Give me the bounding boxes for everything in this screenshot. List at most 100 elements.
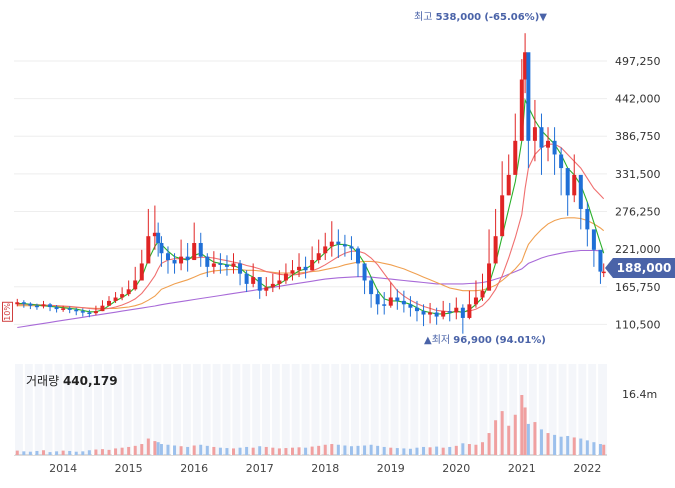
x-tick-label: 2015: [115, 462, 143, 475]
volume-bar: [290, 447, 294, 455]
volume-bar: [539, 429, 543, 455]
volume-bar: [186, 446, 190, 455]
volume-bar: [156, 442, 160, 455]
candle-body: [388, 297, 393, 306]
candle-body: [395, 297, 400, 301]
volume-bar: [572, 437, 576, 455]
candle-body: [159, 243, 164, 254]
volume-label: 거래량: [26, 374, 60, 388]
volume-bar: [173, 445, 177, 455]
candle-body: [93, 311, 98, 314]
volume-bar: [546, 433, 550, 455]
side-scale-label: 10%: [2, 302, 13, 322]
candle-body: [369, 280, 374, 295]
candle-body: [523, 52, 528, 80]
volume-bar: [395, 448, 399, 455]
volume-bar: [74, 451, 78, 455]
candle-body: [28, 303, 33, 306]
volume-bar: [598, 444, 602, 455]
candle-body: [500, 195, 505, 237]
candle-body: [146, 236, 151, 264]
volume-bar: [474, 444, 478, 455]
x-tick-label: 2020: [442, 462, 470, 475]
volume-bar: [559, 436, 563, 455]
ma120-line: [17, 249, 604, 329]
volume-bar: [507, 425, 511, 455]
y-axis-ticks: 110,500 165,750 221,000 276,250 331,500 386,7…: [615, 55, 661, 331]
high-low-annotations: 최고 538,000 (-65.06%)▼ ▲최저 96,900 (94.01%…: [414, 11, 547, 346]
volume-bar: [238, 447, 242, 455]
volume-bar: [513, 414, 517, 455]
candle-body: [107, 300, 112, 306]
volume-bar: [284, 448, 288, 455]
y-tick-label: 331,500: [615, 168, 661, 181]
volume-bar: [48, 452, 52, 455]
candle-body: [591, 229, 596, 250]
current-price-badge: 188,000: [605, 258, 675, 278]
candle-body: [113, 297, 118, 301]
volume-bar: [310, 446, 314, 455]
volume-bar: [245, 446, 249, 455]
volume-bar: [349, 446, 353, 455]
candle-body: [283, 273, 288, 281]
volume-bar: [422, 446, 426, 455]
candle-body: [572, 174, 577, 196]
candle-body: [185, 256, 190, 261]
y-tick-label: 276,250: [615, 206, 661, 219]
high-change: (-65.06%): [484, 12, 539, 23]
candle-body: [139, 263, 144, 281]
volume-bar: [533, 422, 537, 455]
volume-bar: [81, 451, 85, 455]
candle-body: [238, 263, 243, 274]
x-axis-ticks: 2014 2015 2016 2017 2018 2019 2020 2021 2022: [49, 462, 601, 475]
candle-body: [251, 277, 256, 284]
candle-body: [428, 312, 433, 315]
x-tick-label: 2019: [377, 462, 405, 475]
candle-body: [133, 280, 138, 290]
candle-body: [310, 260, 315, 271]
volume-bar: [153, 441, 157, 455]
volume-bar: [461, 443, 465, 455]
volume-bar: [218, 447, 222, 455]
volume-bar: [271, 447, 275, 455]
volume-bar: [35, 450, 39, 455]
candle-body: [290, 270, 295, 274]
volume-bar: [317, 445, 321, 455]
y-tick-label: 497,250: [615, 55, 661, 68]
volume-bar: [22, 451, 26, 455]
candle-body: [493, 236, 498, 264]
x-tick-label: 2021: [508, 462, 536, 475]
volume-bar: [264, 446, 268, 455]
candle-body: [41, 304, 46, 307]
candle-body: [303, 266, 308, 271]
candle-body: [270, 283, 275, 288]
candle-body: [578, 174, 583, 209]
candle-body: [519, 79, 524, 141]
volume-bar: [277, 448, 281, 455]
y-tick-label: 110,500: [615, 318, 661, 331]
volume-bar: [369, 444, 373, 455]
candle-body: [264, 287, 269, 291]
volume-bar: [467, 444, 471, 455]
volume-bar: [179, 446, 183, 455]
candle-body: [87, 312, 92, 314]
volume-bar: [363, 445, 367, 455]
ma60-line: [17, 217, 605, 309]
candle-body: [559, 154, 564, 169]
candle-body: [211, 263, 216, 267]
volume-bar: [448, 446, 452, 455]
candle-body: [585, 208, 590, 230]
candle-body: [441, 311, 446, 317]
volume-bar: [579, 438, 583, 455]
candle-body: [552, 140, 557, 155]
volume-bar: [435, 446, 439, 455]
volume-bar: [68, 450, 72, 455]
price-gridlines: [14, 60, 607, 325]
candle-body: [198, 243, 203, 257]
volume-bar: [523, 407, 527, 455]
candle-body: [54, 307, 59, 310]
candle-body: [487, 263, 492, 291]
x-tick-label: 2018: [311, 462, 339, 475]
candle-body: [61, 308, 66, 310]
